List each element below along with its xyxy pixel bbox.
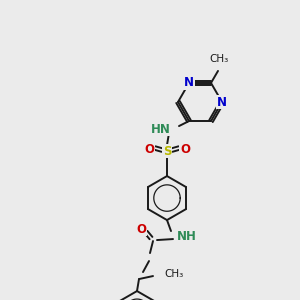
Text: NH: NH: [177, 230, 197, 243]
Text: O: O: [136, 223, 146, 236]
Text: O: O: [144, 142, 154, 156]
Text: S: S: [163, 145, 171, 158]
Text: O: O: [180, 142, 190, 156]
Text: HN: HN: [151, 123, 171, 136]
Text: N: N: [217, 95, 227, 109]
Text: N: N: [184, 76, 194, 89]
Text: CH₃: CH₃: [209, 54, 229, 64]
Text: CH₃: CH₃: [164, 269, 183, 279]
